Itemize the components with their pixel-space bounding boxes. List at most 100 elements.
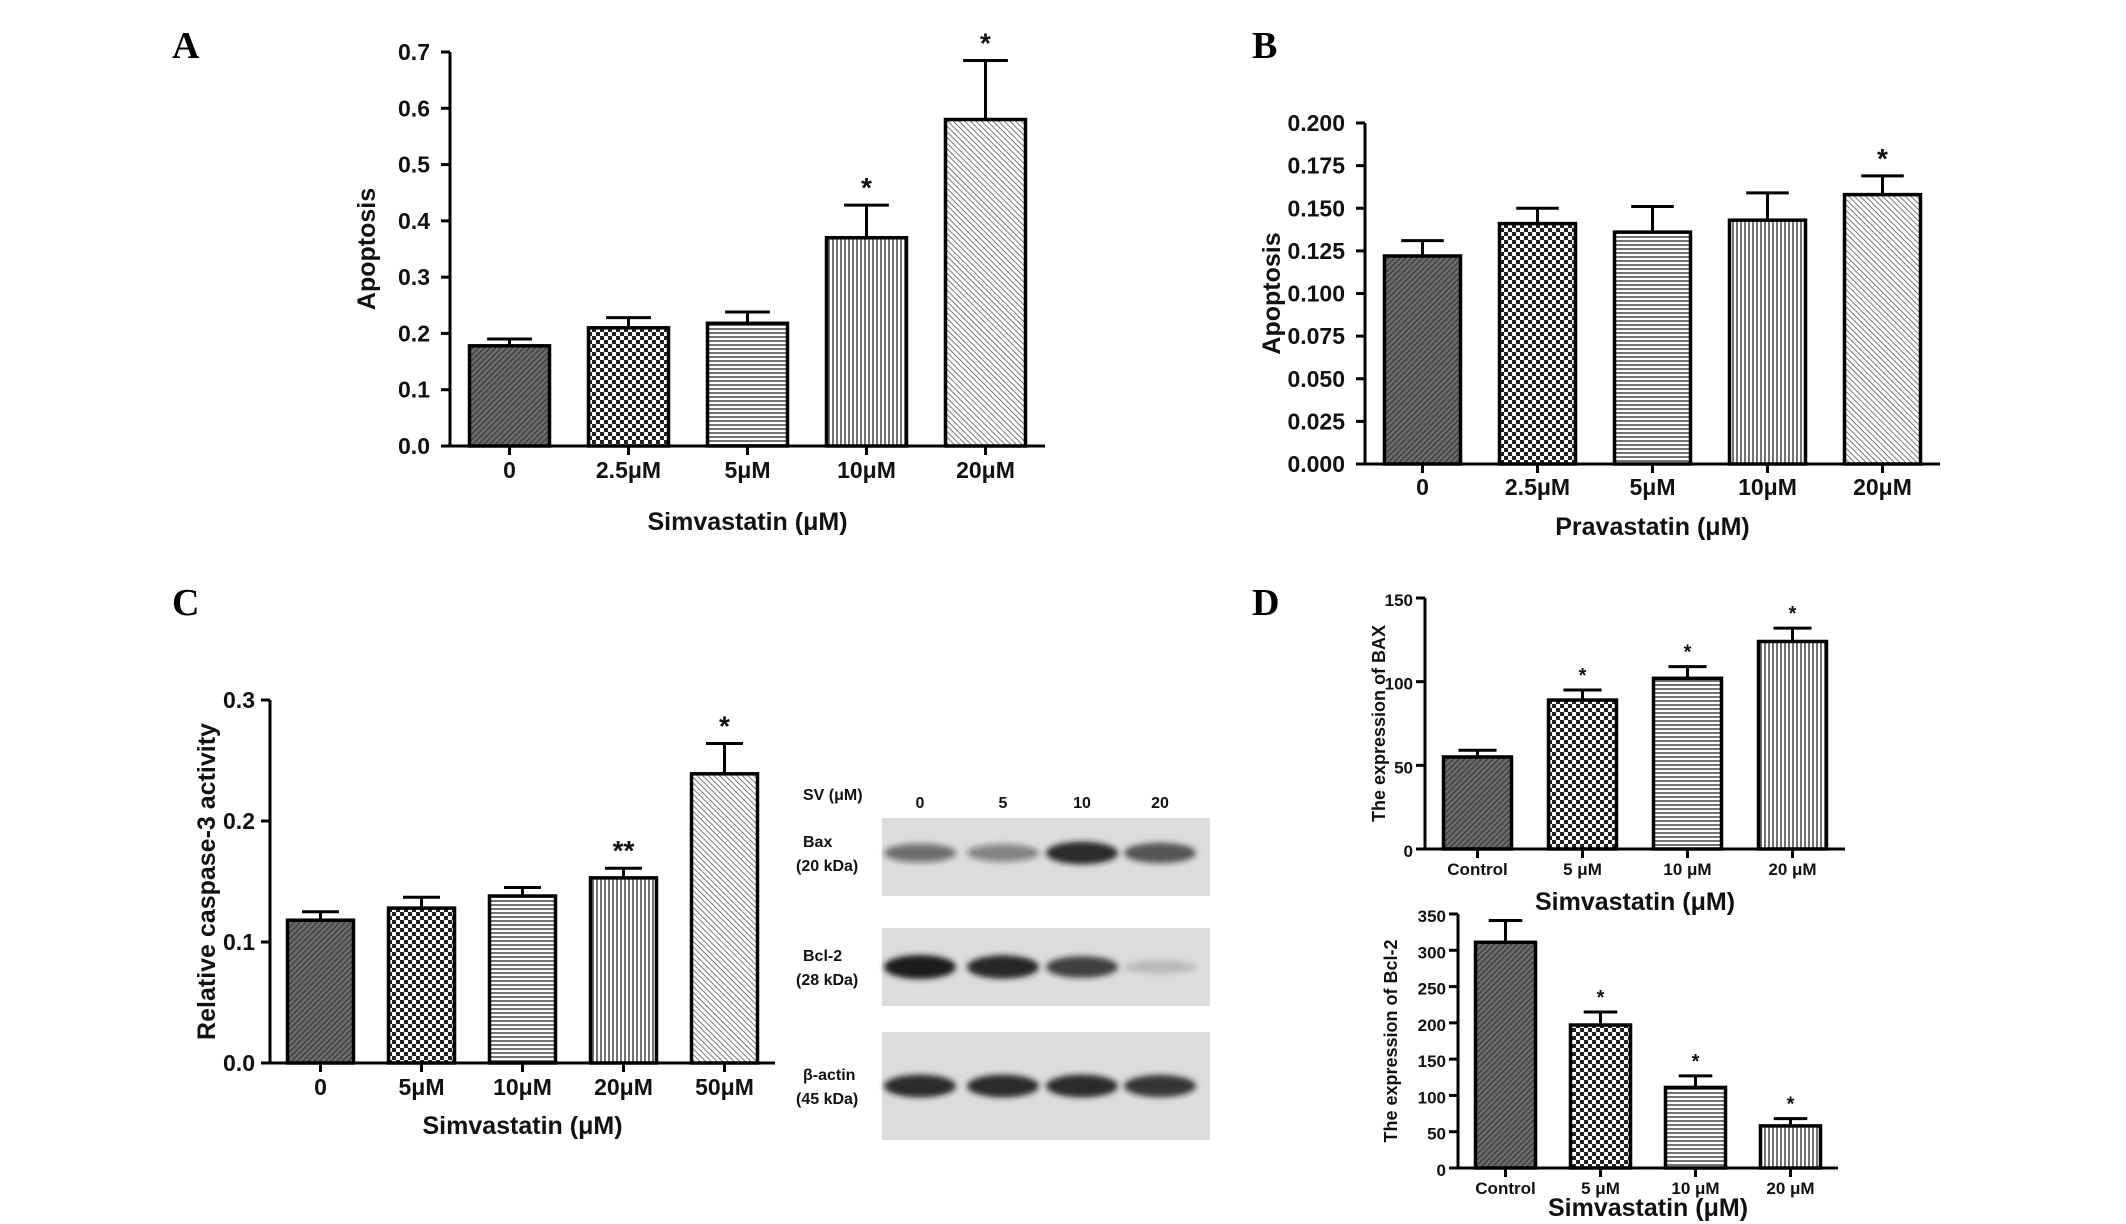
x-tick-label: Control	[1475, 1179, 1535, 1198]
chart-d-bax-expression: 0 50 100 150 Control 5 μM * 10 μM * 20 μM * Simvast…	[1369, 591, 1845, 916]
blot-band	[1046, 1074, 1118, 1098]
chart-a-apoptosis-simvastatin: 0.0 0.1 0.2 0.3 0.4 0.5 0.6 0.7 0 2.5μM 5μM 10μM * 20…	[353, 27, 1045, 536]
y-tick-label: 0.6	[398, 95, 430, 121]
blot-band	[1046, 841, 1118, 865]
y-axis-title: Apoptosis	[353, 188, 381, 310]
bar	[824, 235, 909, 448]
bar	[1612, 230, 1693, 466]
blot-band	[1124, 842, 1196, 864]
y-tick-label: 150	[1385, 591, 1413, 610]
significance-marker: *	[1789, 603, 1797, 625]
y-tick-label: 100	[1385, 675, 1413, 694]
x-axis-title: Simvastatin (μM)	[647, 508, 847, 536]
x-axis-title: Pravastatin (μM)	[1555, 513, 1750, 541]
blot-band	[884, 955, 956, 979]
x-axis-title: Simvastatin (μM)	[1535, 888, 1735, 916]
chart-c-caspase3-activity: 0.0 0.1 0.2 0.3 0 5μM 10μM 20μM ** 50μM * Simvastat…	[193, 687, 775, 1140]
bar	[386, 906, 457, 1065]
bar	[1382, 254, 1463, 466]
blot-band	[967, 955, 1039, 979]
y-tick-label: 0.1	[223, 929, 255, 955]
significance-marker: *	[1684, 642, 1692, 664]
bar	[467, 344, 552, 448]
panel-label-c: C	[172, 582, 199, 624]
bar	[586, 326, 671, 448]
significance-marker: *	[1597, 987, 1605, 1009]
x-tick-label: 20 μM	[1766, 1179, 1814, 1198]
significance-marker: *	[719, 711, 730, 742]
blot-row-name: Bax	[803, 834, 832, 851]
blot-lane-label: 10	[1073, 795, 1091, 812]
x-tick-label: 5μM	[1629, 474, 1675, 500]
blot-band	[967, 844, 1039, 862]
blot-band	[1046, 956, 1118, 978]
x-tick-label: 20 μM	[1768, 860, 1816, 879]
x-axis-title: Simvastatin (μM)	[422, 1112, 622, 1140]
bar	[1546, 698, 1619, 851]
significance-marker: *	[861, 172, 872, 203]
x-tick-label: 10 μM	[1663, 860, 1711, 879]
chart-d-bcl2-expression: 0 50 100 150 200 250 300 350 Control 5 μM * 10 μM * 2…	[1381, 907, 1838, 1222]
blot-band	[1124, 960, 1196, 974]
y-tick-label: 0	[1404, 842, 1413, 861]
chart-b-apoptosis-pravastatin: 0.000 0.025 0.050 0.075 0.100 0.125 0.150 0.175…	[1258, 110, 1940, 541]
y-tick-label: 0.1	[398, 377, 430, 403]
x-tick-label: 10μM	[493, 1074, 552, 1100]
x-tick-label: 20μM	[594, 1074, 653, 1100]
x-tick-label: 0	[314, 1074, 327, 1100]
x-tick-label: 50μM	[695, 1074, 754, 1100]
y-tick-label: 0.4	[398, 208, 430, 234]
blot-band	[1124, 1074, 1196, 1098]
y-tick-label: 0.175	[1287, 153, 1345, 179]
y-tick-label: 0.100	[1287, 281, 1345, 307]
x-tick-label: 10 μM	[1671, 1179, 1719, 1198]
x-tick-label: 10μM	[837, 457, 896, 483]
x-tick-label: 5μM	[398, 1074, 444, 1100]
x-tick-label: 20μM	[956, 457, 1015, 483]
y-tick-label: 300	[1418, 943, 1446, 962]
y-axis-title: Relative caspase-3 activity	[193, 723, 221, 1040]
bar	[689, 772, 760, 1065]
bar	[588, 876, 659, 1065]
x-tick-label: 10μM	[1738, 474, 1797, 500]
y-tick-label: 0.2	[223, 808, 255, 834]
x-tick-label: Control	[1447, 860, 1507, 879]
x-tick-label: 5 μM	[1581, 1179, 1620, 1198]
x-tick-label: 5 μM	[1563, 860, 1602, 879]
western-blot: SV (μM) 0 5 10 20 Bax (20 kDa) Bcl-2 (28 kDa) β-a…	[796, 787, 1210, 1140]
panel-label-d: D	[1252, 582, 1279, 624]
bar	[705, 321, 790, 448]
significance-marker: *	[1692, 1051, 1700, 1073]
y-tick-label: 0	[1437, 1161, 1446, 1180]
y-tick-label: 100	[1418, 1088, 1446, 1107]
bar	[1568, 1023, 1633, 1170]
bar	[285, 918, 356, 1065]
blot-band	[884, 1074, 956, 1098]
significance-marker: *	[1579, 665, 1587, 687]
x-tick-label: 20μM	[1853, 474, 1912, 500]
y-tick-label: 0.7	[398, 39, 430, 65]
bar	[1651, 676, 1724, 851]
bar	[1441, 755, 1514, 851]
y-tick-label: 0.025	[1287, 408, 1345, 434]
x-tick-label: 0	[503, 457, 516, 483]
y-tick-label: 0.050	[1287, 366, 1345, 392]
bar	[1756, 639, 1829, 851]
y-tick-label: 0.150	[1287, 195, 1345, 221]
y-axis-title: The expression of Bcl-2	[1381, 939, 1401, 1142]
blot-row-kda: (45 kDa)	[796, 1091, 858, 1108]
y-tick-label: 0.2	[398, 320, 430, 346]
x-tick-label: 2.5μM	[1505, 474, 1570, 500]
significance-marker: **	[613, 835, 635, 866]
y-tick-label: 0.000	[1287, 451, 1345, 477]
y-tick-label: 0.0	[398, 433, 430, 459]
significance-marker: *	[1787, 1094, 1795, 1116]
y-tick-label: 150	[1418, 1052, 1446, 1071]
blot-band	[967, 1074, 1039, 1098]
bar	[487, 894, 558, 1065]
blot-row-kda: (20 kDa)	[796, 858, 858, 875]
y-tick-label: 0.200	[1287, 110, 1345, 136]
blot-row-name: Bcl-2	[803, 948, 842, 965]
y-tick-label: 0.075	[1287, 323, 1345, 349]
